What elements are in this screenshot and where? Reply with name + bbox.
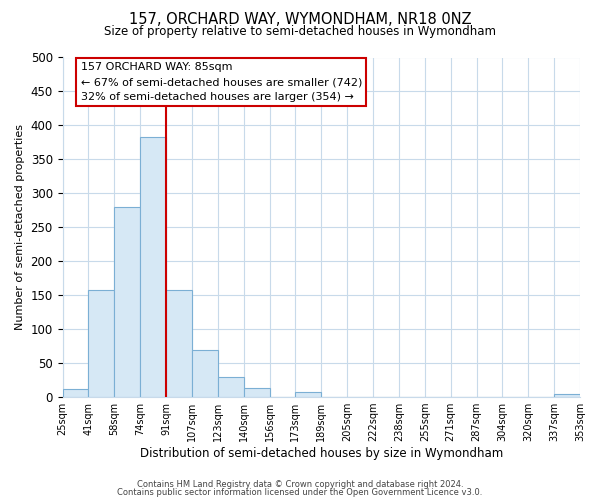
Text: Size of property relative to semi-detached houses in Wymondham: Size of property relative to semi-detach… (104, 25, 496, 38)
X-axis label: Distribution of semi-detached houses by size in Wymondham: Distribution of semi-detached houses by … (140, 447, 503, 460)
Bar (62, 389, 88, 397)
Text: Contains HM Land Registry data © Crown copyright and database right 2024.: Contains HM Land Registry data © Crown c… (137, 480, 463, 489)
Bar (554, 394, 580, 397)
Bar (114, 207, 140, 397)
Bar (88, 290, 114, 397)
Bar (218, 376, 244, 397)
Bar (166, 290, 192, 397)
Bar (140, 137, 166, 397)
Y-axis label: Number of semi-detached properties: Number of semi-detached properties (15, 124, 25, 330)
Text: 157, ORCHARD WAY, WYMONDHAM, NR18 0NZ: 157, ORCHARD WAY, WYMONDHAM, NR18 0NZ (128, 12, 472, 28)
Text: Contains public sector information licensed under the Open Government Licence v3: Contains public sector information licen… (118, 488, 482, 497)
Bar (295, 392, 321, 397)
Bar (244, 388, 269, 397)
Text: 157 ORCHARD WAY: 85sqm
← 67% of semi-detached houses are smaller (742)
32% of se: 157 ORCHARD WAY: 85sqm ← 67% of semi-det… (80, 62, 362, 102)
Bar (192, 350, 218, 397)
